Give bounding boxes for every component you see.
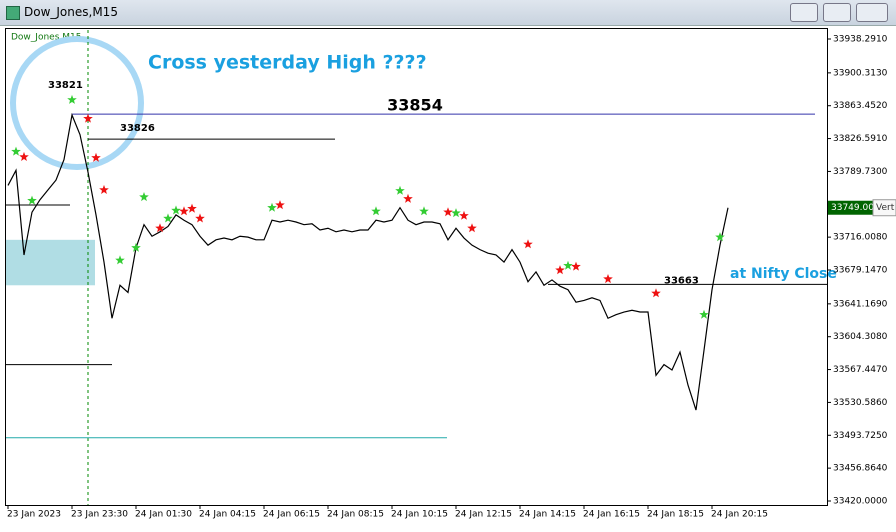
- y-tick-label: 33826.5910: [833, 134, 888, 144]
- x-tick-label: 23 Jan 2023: [7, 510, 61, 520]
- close-button[interactable]: [856, 3, 888, 22]
- y-tick-label: 33530.5860: [833, 398, 888, 408]
- down-star: [443, 207, 453, 217]
- x-tick-label: 24 Jan 16:15: [583, 510, 640, 520]
- level-label: 33663: [664, 275, 699, 286]
- chart: Dow_Jones,M15 Cross yesterday High ???? …: [0, 26, 896, 532]
- current-price-box: [828, 200, 873, 215]
- up-star: [451, 208, 461, 218]
- annotation: Cross yesterday High ????: [148, 52, 427, 74]
- down-star: [91, 152, 101, 162]
- down-star: [187, 203, 197, 213]
- level-label: 33826: [120, 123, 155, 134]
- tooltip: Vert: [876, 203, 895, 213]
- up-star: [163, 213, 173, 223]
- x-tick-label: 24 Jan 14:15: [519, 510, 576, 520]
- window-icon: [6, 6, 20, 20]
- down-star: [83, 113, 93, 123]
- x-tick-label: 24 Jan 20:15: [711, 510, 768, 520]
- up-star: [115, 255, 125, 265]
- highlight-circle: [10, 36, 144, 170]
- x-tick-label: 24 Jan 10:15: [391, 510, 448, 520]
- down-star: [275, 200, 285, 210]
- x-tick-label: 24 Jan 04:15: [199, 510, 256, 520]
- up-star: [715, 232, 725, 242]
- annotation: 33821: [48, 80, 83, 91]
- current-price-label: 33749.00: [831, 203, 874, 213]
- up-star: [11, 146, 21, 156]
- up-star: [171, 205, 181, 215]
- y-tick-label: 33789.7300: [833, 167, 888, 177]
- y-tick-label: 33456.8640: [833, 464, 888, 474]
- x-tick-label: 24 Jan 18:15: [647, 510, 704, 520]
- tooltip-box: [872, 199, 896, 217]
- down-star: [651, 288, 661, 298]
- y-tick-label: 33641.1690: [833, 299, 888, 309]
- down-star: [19, 151, 29, 161]
- up-star: [699, 309, 709, 319]
- plot-frame: [5, 28, 828, 506]
- up-star: [139, 192, 149, 202]
- down-star: [571, 261, 581, 271]
- down-star: [467, 223, 477, 233]
- symbol-label: Dow_Jones,M15: [11, 33, 81, 43]
- y-tick-label: 33716.0080: [833, 233, 888, 243]
- down-star: [403, 193, 413, 203]
- up-star: [27, 195, 37, 205]
- annotation: at Nifty Close: [730, 266, 837, 282]
- y-tick-label: 33420.0000: [833, 496, 888, 506]
- down-star: [459, 210, 469, 220]
- maximize-button[interactable]: [823, 3, 851, 22]
- minimize-button[interactable]: [790, 3, 818, 22]
- down-star: [99, 184, 109, 194]
- y-tick-label: 33604.3080: [833, 332, 888, 342]
- x-tick-label: 24 Jan 12:15: [455, 510, 512, 520]
- up-star: [131, 242, 141, 252]
- up-star: [67, 94, 77, 104]
- y-tick-label: 33567.4470: [833, 365, 888, 375]
- y-tick-label: 33493.7250: [833, 431, 888, 441]
- x-tick-label: 23 Jan 23:30: [71, 510, 128, 520]
- level-label: 33854: [387, 96, 443, 115]
- chart-background: [0, 26, 896, 532]
- up-star: [563, 260, 573, 270]
- y-tick-label: 33900.3130: [833, 68, 888, 78]
- down-star: [155, 223, 165, 233]
- down-star: [603, 274, 613, 284]
- up-star: [371, 206, 381, 216]
- window-title: Dow_Jones,M15: [24, 5, 118, 19]
- up-star: [395, 185, 405, 195]
- up-star: [267, 202, 277, 212]
- down-star: [195, 213, 205, 223]
- price-zone: [6, 239, 95, 286]
- x-tick-label: 24 Jan 01:30: [135, 510, 192, 520]
- price-line: [7, 112, 729, 411]
- down-star: [179, 206, 189, 216]
- down-star: [555, 265, 565, 275]
- y-tick-label: 33863.4520: [833, 101, 888, 111]
- down-star: [523, 239, 533, 249]
- title-bar: Dow_Jones,M15: [0, 0, 896, 26]
- x-tick-label: 24 Jan 06:15: [263, 510, 320, 520]
- x-tick-label: 24 Jan 08:15: [327, 510, 384, 520]
- up-star: [419, 206, 429, 216]
- y-tick-label: 33679.1470: [833, 265, 888, 275]
- y-tick-label: 33938.2910: [833, 35, 888, 45]
